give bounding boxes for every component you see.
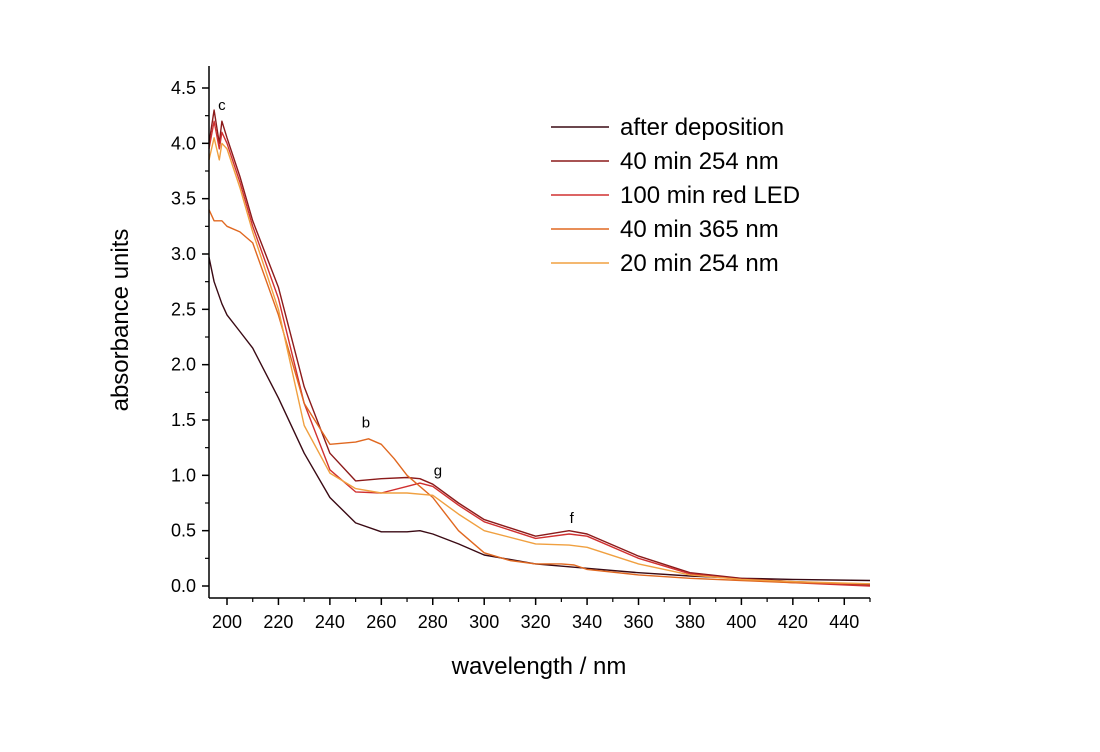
x-tick-label: 420 xyxy=(778,612,808,632)
peak-annotation: c xyxy=(218,97,226,114)
x-tick-label: 400 xyxy=(726,612,756,632)
series-line-5 xyxy=(208,137,871,585)
x-ticks: 200 220 240 260 280 300 320 340 360 380 400 420 440 xyxy=(212,598,871,632)
legend-label: 20 min 254 nm xyxy=(620,250,779,277)
x-tick-label: 220 xyxy=(263,612,293,632)
y-tick-label: 2.5 xyxy=(171,299,196,319)
plot-lines xyxy=(208,109,871,587)
y-tick-label: 0.5 xyxy=(171,521,196,541)
y-tick-label: 0.0 xyxy=(171,576,196,596)
y-tick-label: 1.5 xyxy=(171,410,196,430)
axes xyxy=(208,66,870,599)
annotations: c b g f xyxy=(218,97,574,527)
x-tick-label: 380 xyxy=(675,612,705,632)
x-tick-label: 320 xyxy=(521,612,551,632)
x-tick-label: 340 xyxy=(572,612,602,632)
x-tick-label: 200 xyxy=(212,612,242,632)
legend: after deposition 40 min 254 nm 100 min red… xyxy=(551,114,800,277)
x-tick-label: 300 xyxy=(469,612,499,632)
series-line-2 xyxy=(208,109,871,586)
peak-annotation: b xyxy=(362,415,370,432)
series-line-4 xyxy=(208,209,871,585)
series-line-1 xyxy=(208,257,871,582)
y-tick-label: 3.0 xyxy=(171,244,196,264)
legend-label: after deposition xyxy=(620,114,784,141)
x-tick-label: 280 xyxy=(418,612,448,632)
peak-annotation: f xyxy=(570,510,575,527)
x-tick-label: 440 xyxy=(829,612,859,632)
peak-annotation: g xyxy=(434,462,442,479)
legend-label: 100 min red LED xyxy=(620,182,800,209)
x-tick-label: 260 xyxy=(366,612,396,632)
y-tick-label: 4.5 xyxy=(171,78,196,98)
series-line-3 xyxy=(208,120,871,587)
y-tick-label: 3.5 xyxy=(171,189,196,209)
x-axis-title: wavelength / nm xyxy=(451,653,627,680)
x-tick-label: 360 xyxy=(623,612,653,632)
y-tick-label: 2.0 xyxy=(171,355,196,375)
y-axis-title: absorbance units xyxy=(107,229,134,412)
y-ticks: 0.0 0.5 1.0 1.5 2.0 2.5 3.0 3.5 4.0 4.5 xyxy=(171,78,209,596)
y-tick-label: 4.0 xyxy=(171,133,196,153)
legend-label: 40 min 254 nm xyxy=(620,148,779,175)
x-tick-label: 240 xyxy=(315,612,345,632)
y-tick-label: 1.0 xyxy=(171,465,196,485)
legend-label: 40 min 365 nm xyxy=(620,216,779,243)
